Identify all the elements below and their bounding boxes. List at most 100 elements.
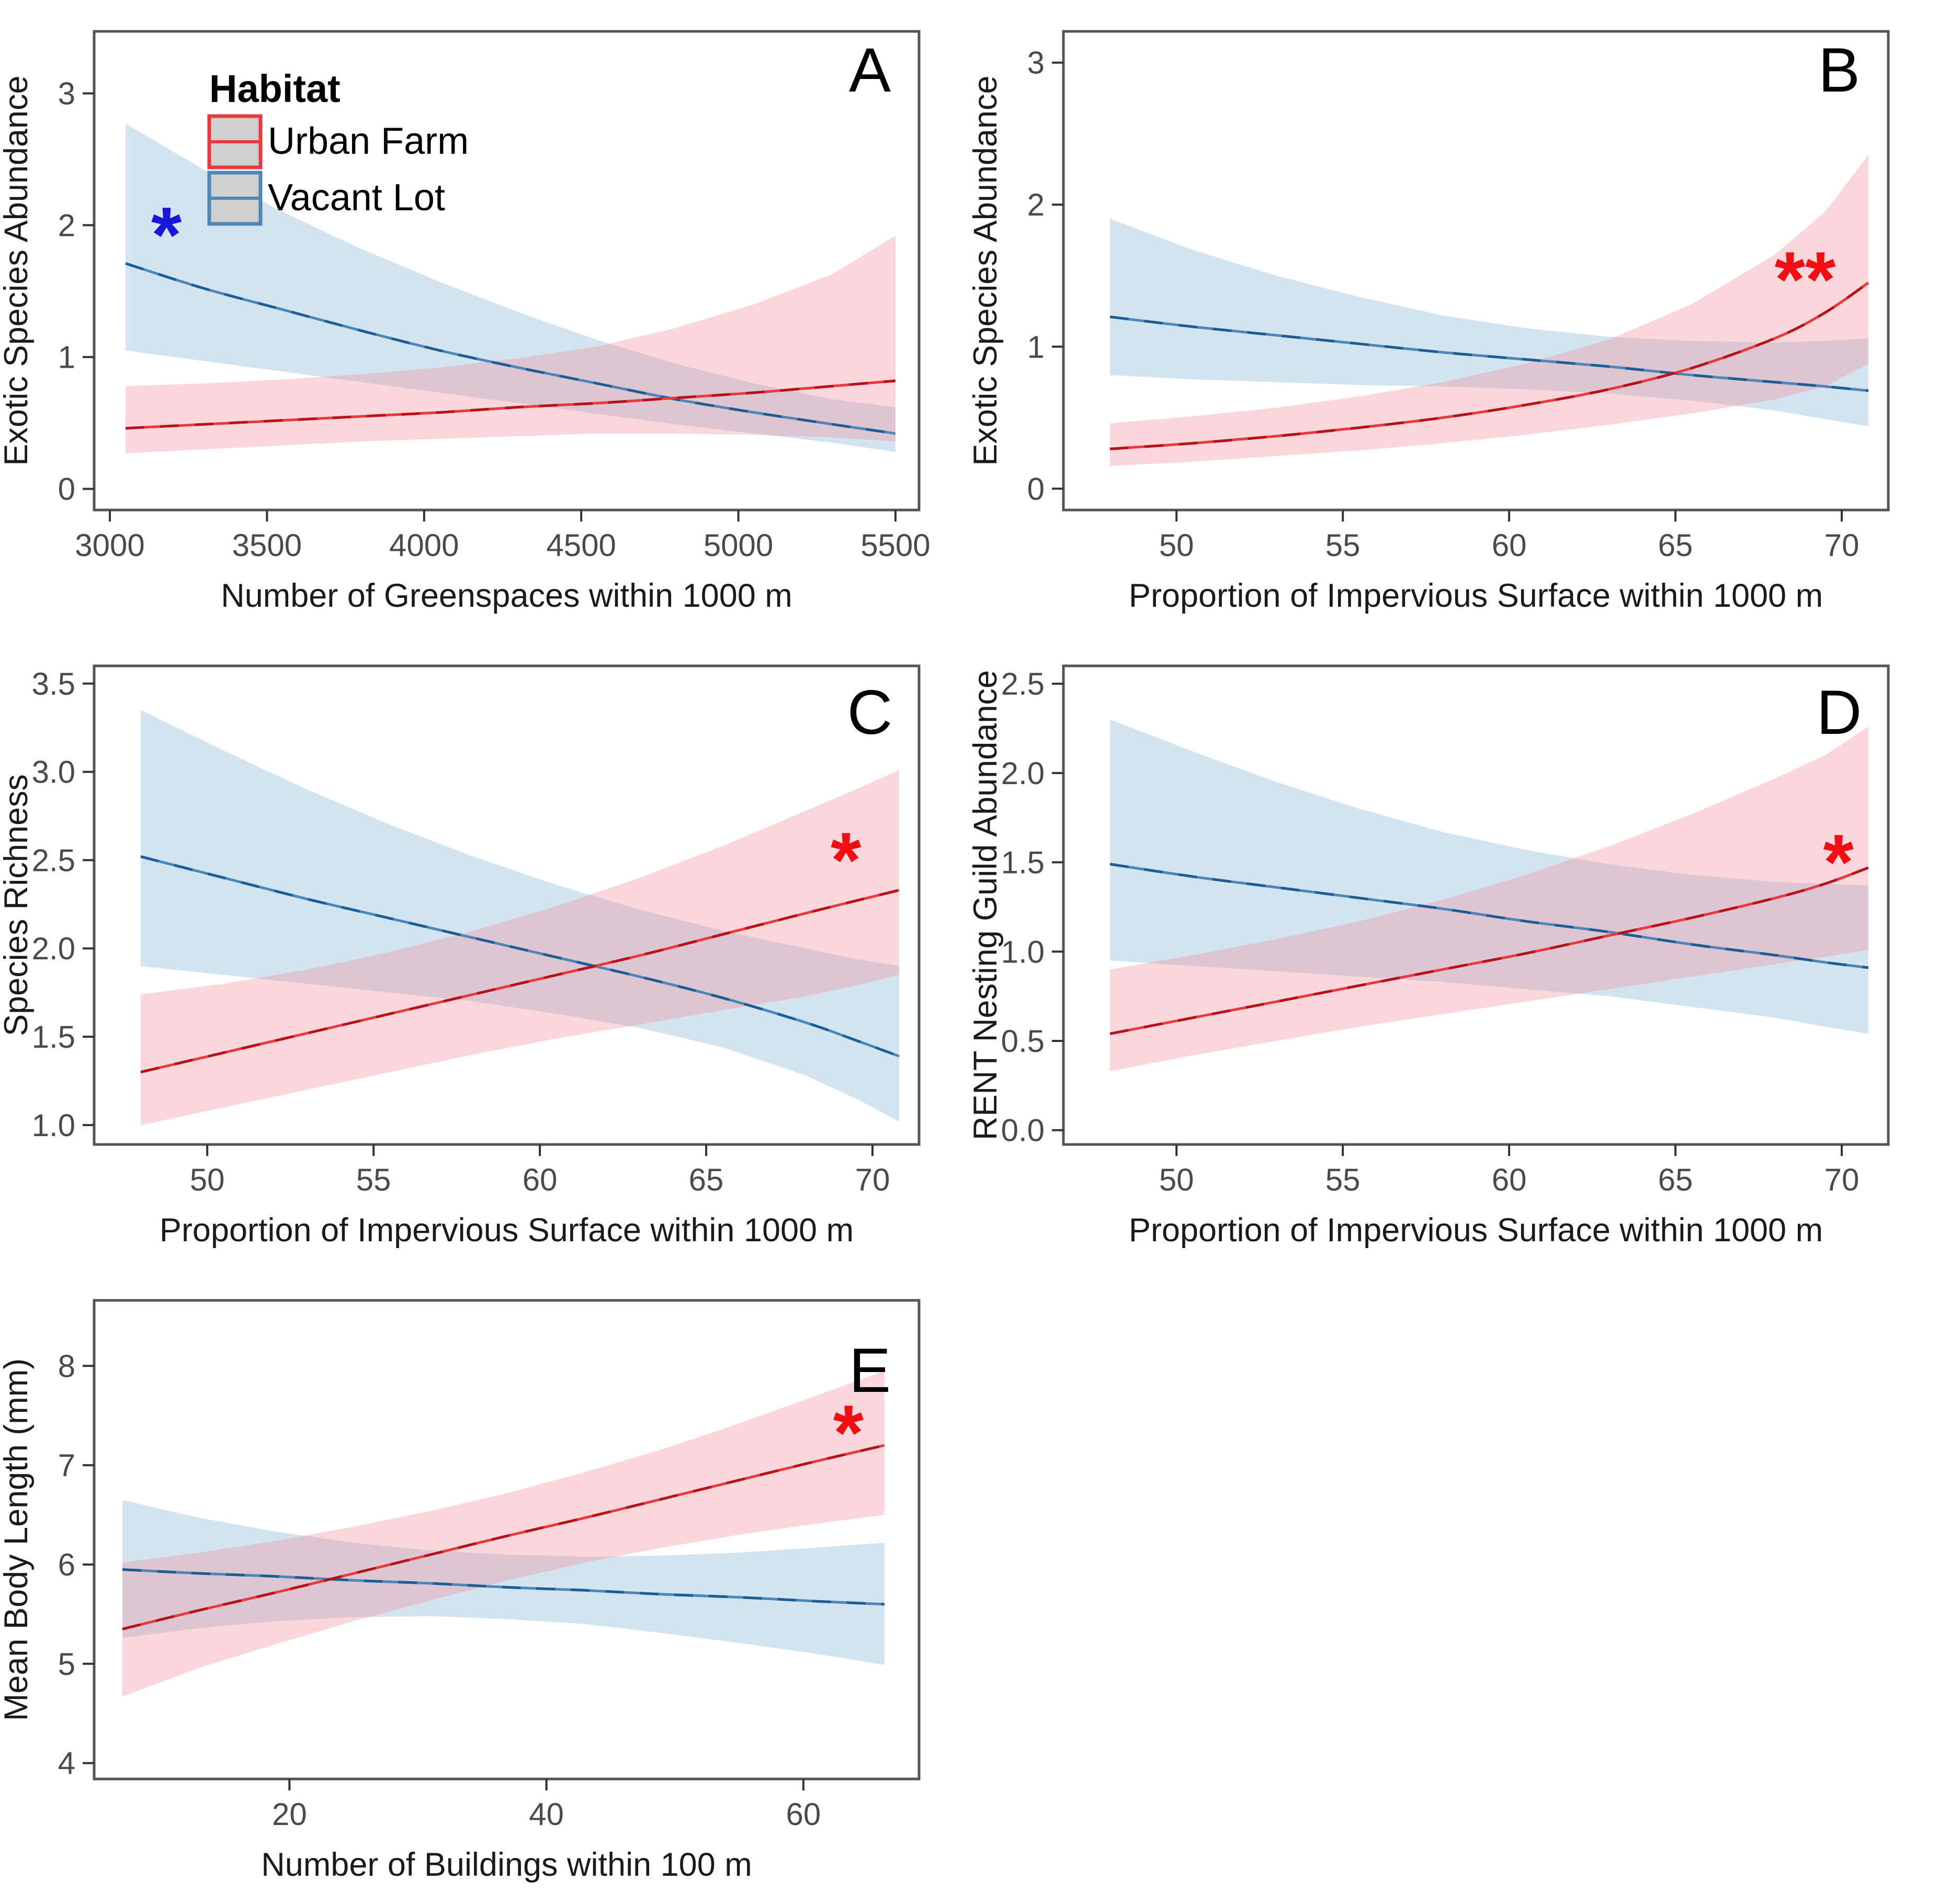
y-axis-title: Exotic Species Abundance [0,75,35,466]
y-axis-tick-label: 2.0 [1001,756,1045,791]
y-axis-tick-label: 0.5 [1001,1024,1045,1059]
ci-ribbon-vacant-lot [1110,719,1868,1034]
x-axis-tick-label: 5500 [860,528,930,563]
y-axis-tick-label: 3.5 [32,666,75,701]
y-axis-tick-label: 1 [58,340,75,375]
fit-line-urban-farm [1109,866,1869,1035]
y-axis-tick-label: 4 [58,1746,75,1781]
y-axis-tick-label: 1.5 [1001,845,1045,880]
x-axis-tick-label: 55 [1325,1162,1361,1197]
x-axis-tick-label: 60 [523,1162,558,1197]
x-axis-tick-label: 5000 [704,528,773,563]
plot-border [93,664,921,1146]
panel-d-chart: * 50 55 60 65 70 0.0 0.5 1.0 1.5 2.0 2.5 Proportion … [969,664,1890,1249]
legend: Habitat Urban Farm Vacant Lot [207,67,469,226]
panel-e: * 20 40 60 4 5 6 7 8 Number of Buildings within 1… [0,1269,969,1903]
panel-letter: A [849,35,891,105]
panel-letter: B [1818,35,1860,105]
plot-border [1062,664,1890,1146]
panel-a-chart: * 3000 3500 4000 4500 5000 5500 0 1 2 3 Number of G… [0,30,931,614]
x-axis-title: Proportion of Impervious Surface within … [160,1212,854,1249]
y-axis-tick-label: 7 [58,1448,75,1483]
panel-c-chart: * 50 55 60 65 70 1.0 1.5 2.0 2.5 3.0 3.5 Proportion … [0,664,921,1249]
y-axis-tick-label: 0.0 [1001,1113,1045,1148]
y-axis-tick-label: 3.0 [32,755,75,790]
significance-asterisk: ** [1775,235,1836,323]
panel-c: * 50 55 60 65 70 1.0 1.5 2.0 2.5 3.0 3.5 Proportion … [0,634,969,1269]
significance-asterisk: * [833,1389,864,1477]
x-axis-tick-label: 4500 [546,528,616,563]
fit-line-dash-vacant-lot [125,262,896,435]
fit-line-dash-urban-farm [125,379,896,430]
ci-ribbon-urban-farm [126,235,896,454]
panel-letter: C [847,677,893,747]
y-axis-tick-label: 8 [58,1348,75,1384]
y-axis-title: Mean Body Length (mm) [0,1358,35,1721]
y-axis-tick-label: 2 [1027,187,1045,222]
y-axis-tick-label: 5 [58,1647,75,1682]
y-axis-tick-label: 2.5 [1001,666,1045,701]
panel-b-chart: ** 50 55 60 65 70 0 1 2 3 Proportion of Impervious… [969,30,1890,614]
x-axis-tick-label: 70 [855,1162,890,1197]
ci-ribbon-urban-farm [1110,727,1868,1071]
x-axis-tick-label: 3500 [232,528,302,563]
x-axis-tick-label: 20 [272,1797,307,1832]
x-axis-tick-label: 3000 [75,528,144,563]
y-axis-title: RENT Nesting Guild Abundance [969,670,1004,1140]
y-axis-tick-label: 1.5 [32,1019,75,1055]
x-axis-tick-label: 60 [786,1797,821,1832]
legend-title: Habitat [209,67,341,110]
y-axis-tick-label: 2 [58,208,75,243]
y-axis-title: Species Richness [0,774,35,1036]
panel-e-chart: * 20 40 60 4 5 6 7 8 Number of Buildings within 1… [0,1299,921,1883]
legend-label-urban-farm: Urban Farm [268,120,469,162]
fit-line-dash-vacant-lot [122,1568,885,1606]
legend-label-vacant-lot: Vacant Lot [268,177,445,219]
fit-line-dash-vacant-lot [1109,315,1869,392]
x-axis-tick-label: 50 [1159,1162,1194,1197]
x-axis-title: Number of Greenspaces within 1000 m [221,577,792,614]
x-axis-tick-label: 70 [1824,528,1860,563]
panel-b: ** 50 55 60 65 70 0 1 2 3 Proportion of Impervious… [969,0,1938,634]
plot-border [93,1299,921,1781]
fit-line-dash-urban-farm [1109,281,1869,450]
panel-letter: E [849,1335,891,1406]
ci-ribbon-urban-farm [122,1370,885,1697]
significance-asterisk: * [1823,818,1854,906]
plot-border [1062,30,1890,512]
x-axis-tick-label: 65 [689,1162,724,1197]
panel-letter: D [1817,677,1862,747]
fit-line-urban-farm [140,889,900,1074]
y-axis-tick-label: 3 [58,76,75,111]
panel-d: * 50 55 60 65 70 0.0 0.5 1.0 1.5 2.0 2.5 Proportion … [969,634,1938,1269]
y-axis-tick-label: 2.5 [32,843,75,878]
fit-line-dash-urban-farm [122,1444,885,1630]
x-axis-tick-label: 65 [1658,528,1693,563]
y-axis-tick-label: 0 [58,472,75,507]
x-axis-tick-label: 70 [1824,1162,1860,1197]
x-axis-tick-label: 4000 [389,528,459,563]
ci-ribbon-urban-farm [1110,155,1868,466]
y-axis-tick-label: 1.0 [32,1108,75,1143]
x-axis-tick-label: 60 [1492,528,1527,563]
significance-asterisk: * [151,190,182,278]
x-axis-tick-label: 65 [1658,1162,1693,1197]
x-axis-tick-label: 55 [1325,528,1361,563]
fit-line-dash-vacant-lot [140,855,900,1058]
y-axis-tick-label: 2.0 [32,931,75,966]
ci-ribbon-vacant-lot [126,123,896,452]
y-axis-tick-label: 3 [1027,46,1045,81]
fit-line-dash-vacant-lot [1109,863,1869,969]
x-axis-tick-label: 40 [529,1797,564,1832]
x-axis-title: Proportion of Impervious Surface within … [1129,1212,1823,1249]
x-axis-tick-label: 60 [1492,1162,1527,1197]
x-axis-tick-label: 50 [190,1162,225,1197]
significance-asterisk: * [831,816,862,904]
ci-ribbon-vacant-lot [141,710,899,1122]
x-axis-title: Number of Buildings within 100 m [261,1846,752,1883]
y-axis-tick-label: 1 [1027,330,1045,365]
x-axis-tick-label: 55 [356,1162,391,1197]
plot-border [93,30,921,512]
x-axis-title: Proportion of Impervious Surface within … [1129,577,1823,614]
